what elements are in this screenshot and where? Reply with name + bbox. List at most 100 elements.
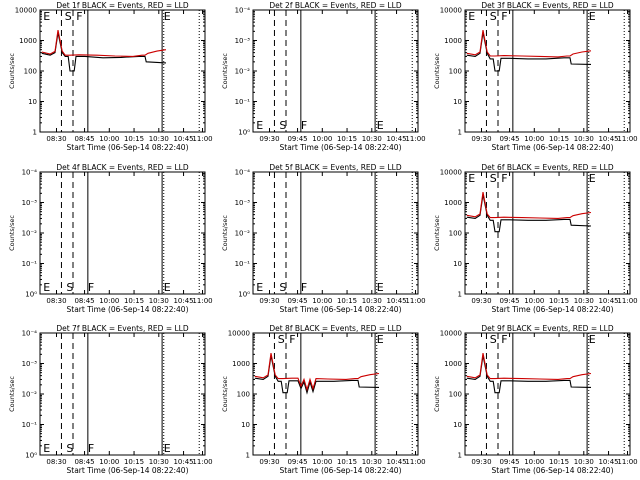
y-axis-label: Counts/sec	[8, 376, 16, 412]
x-tick-label: 08:45	[74, 135, 94, 143]
y-tick-label: 1	[458, 291, 462, 299]
x-tick-label: 10:00	[99, 458, 119, 466]
x-tick-label: 09:30	[259, 135, 279, 143]
x-tick-label: 10:30	[574, 135, 594, 143]
marker-label: S	[279, 119, 286, 132]
x-tick-label: 10:15	[549, 135, 569, 143]
panel-det-1: Det 1f BLACK = Events, RED = LLD 1 10 100 10…	[8, 1, 213, 152]
y-tick-label: 10⁻²	[22, 391, 38, 399]
x-tick-label: 10:30	[362, 135, 382, 143]
marker-label: F	[301, 119, 307, 132]
series-events	[254, 355, 380, 395]
panel-title: Det 2f BLACK = Events, RED = LLD	[269, 1, 402, 10]
x-tick-label: 10:45	[386, 135, 406, 143]
x-tick-label: 10:45	[173, 458, 193, 466]
x-axis-label: Start Time (06-Sep-14 08:22:40)	[67, 305, 189, 314]
x-tick-label: 11:00	[192, 297, 212, 305]
y-tick-label: 10⁻⁴	[235, 169, 251, 177]
marker-label: F	[88, 281, 94, 294]
y-tick-label: 10	[241, 421, 250, 429]
panel-title: Det 5f BLACK = Events, RED = LLD	[269, 163, 402, 172]
marker-label: S	[66, 442, 73, 455]
y-tick-label: 1	[246, 452, 250, 460]
y-tick-label: 10⁻⁴	[235, 7, 251, 15]
y-tick-label: 10⁻⁴	[22, 169, 38, 177]
series-lld	[41, 29, 167, 57]
x-tick-label: 10:30	[149, 297, 169, 305]
panel-title: Det 9f BLACK = Events, RED = LLD	[481, 324, 614, 333]
series-lld	[466, 29, 592, 58]
plot-frame	[252, 332, 419, 456]
y-tick-label: 10⁻⁴	[22, 330, 38, 338]
x-tick-label: 11:00	[192, 135, 212, 143]
x-tick-label: 09:30	[471, 135, 491, 143]
y-tick-label: 10⁻²	[235, 230, 251, 238]
x-tick-label: 09:45	[287, 297, 307, 305]
x-tick-label: 11:00	[617, 297, 637, 305]
series-events	[466, 355, 592, 394]
x-tick-label: 10:15	[124, 297, 144, 305]
marker-label: E	[164, 281, 171, 294]
series-events	[466, 32, 592, 72]
y-tick-label: 10⁻³	[235, 37, 251, 45]
x-tick-label: 11:00	[617, 458, 637, 466]
marker-label: E	[468, 10, 475, 23]
x-tick-label: 10:00	[99, 297, 119, 305]
panel-title: Det 8f BLACK = Events, RED = LLD	[269, 324, 402, 333]
y-tick-label: 10⁰	[238, 291, 250, 299]
panel-title: Det 7f BLACK = Events, RED = LLD	[56, 324, 189, 333]
x-tick-label: 09:45	[287, 135, 307, 143]
marker-label: F	[501, 172, 507, 185]
y-tick-label: 10	[28, 98, 37, 106]
y-axis-label: Counts/sec	[8, 53, 16, 89]
y-tick-label: 10⁻¹	[22, 260, 38, 268]
y-tick-label: 10⁻²	[235, 68, 251, 76]
x-tick-label: 08:30	[46, 297, 66, 305]
x-tick-label: 10:30	[149, 135, 169, 143]
marker-label: E	[589, 333, 596, 346]
y-tick-label: 10000	[228, 330, 250, 338]
y-tick-label: 100	[237, 391, 250, 399]
x-tick-label: 10:30	[574, 458, 594, 466]
panel-title: Det 4f BLACK = Events, RED = LLD	[56, 163, 189, 172]
x-tick-label: 11:00	[405, 135, 425, 143]
x-axis-label: Start Time (06-Sep-14 08:22:40)	[280, 466, 402, 475]
x-axis-label: Start Time (06-Sep-14 08:22:40)	[280, 143, 402, 152]
marker-label: E	[468, 172, 475, 185]
x-axis-label: Start Time (06-Sep-14 08:22:40)	[492, 143, 614, 152]
x-axis-label: Start Time (06-Sep-14 08:22:40)	[492, 305, 614, 314]
x-tick-label: 11:00	[617, 135, 637, 143]
x-tick-label: 09:30	[471, 297, 491, 305]
plot-frame	[464, 171, 631, 295]
marker-label: E	[164, 442, 171, 455]
x-tick-label: 10:30	[362, 458, 382, 466]
panel-det-7: Det 7f BLACK = Events, RED = LLD 10⁰ 10⁻¹ 1…	[8, 324, 213, 475]
series-lld	[254, 352, 380, 392]
marker-label: F	[76, 10, 82, 23]
series-lld	[466, 352, 592, 380]
x-tick-label: 10:15	[549, 297, 569, 305]
x-tick-label: 10:00	[312, 458, 332, 466]
y-tick-label: 10⁰	[25, 291, 37, 299]
x-tick-label: 10:15	[337, 135, 357, 143]
x-tick-label: 08:30	[46, 135, 66, 143]
x-tick-label: 08:30	[46, 458, 66, 466]
y-axis-label: Counts/sec	[433, 53, 441, 89]
y-tick-label: 1000	[444, 37, 462, 45]
y-tick-label: 10	[453, 98, 462, 106]
y-tick-label: 10000	[15, 7, 37, 15]
x-tick-label: 09:45	[499, 458, 519, 466]
marker-label: E	[589, 10, 596, 23]
x-tick-label: 09:30	[471, 458, 491, 466]
y-axis-label: Counts/sec	[221, 215, 229, 251]
x-tick-label: 10:00	[524, 458, 544, 466]
x-tick-label: 10:00	[312, 297, 332, 305]
panel-det-3: Det 3f BLACK = Events, RED = LLD 1 10 100 10…	[433, 1, 638, 152]
x-tick-label: 08:45	[74, 297, 94, 305]
series-lld	[466, 191, 592, 219]
x-axis-label: Start Time (06-Sep-14 08:22:40)	[67, 143, 189, 152]
y-tick-label: 100	[24, 68, 37, 76]
plot-frame	[252, 171, 419, 295]
marker-label: S	[490, 333, 497, 346]
